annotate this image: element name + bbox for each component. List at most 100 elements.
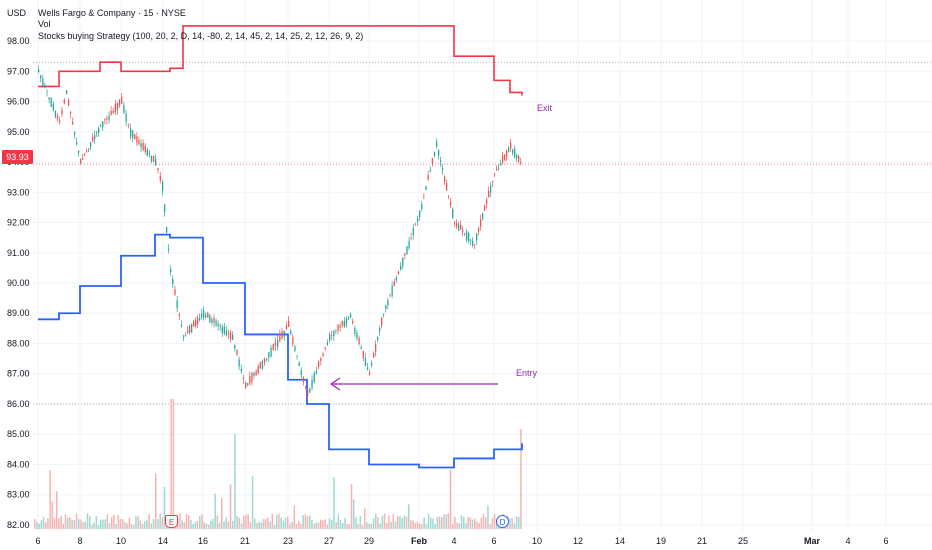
candle	[366, 367, 369, 370]
candle	[313, 373, 315, 383]
volume-bar	[317, 522, 320, 529]
volume-bar	[58, 518, 60, 529]
candle	[429, 170, 431, 172]
entry-annotation[interactable]: Entry	[516, 368, 538, 378]
candle	[112, 110, 114, 114]
volume-bar	[69, 517, 71, 529]
candle	[492, 181, 494, 183]
candle	[155, 159, 157, 166]
candle	[337, 324, 339, 331]
volume-bar	[185, 514, 188, 529]
candle	[193, 321, 195, 327]
candle	[402, 257, 404, 267]
candle	[427, 175, 429, 180]
candle	[421, 203, 423, 209]
volume-bar	[42, 517, 45, 529]
x-tick-label: 21	[240, 536, 250, 546]
candle	[63, 99, 65, 104]
candle	[172, 279, 174, 285]
volume-bar	[243, 515, 245, 529]
candle	[166, 227, 168, 233]
volume-bar	[225, 517, 227, 529]
x-tick-label: 25	[738, 536, 748, 546]
candle	[104, 119, 106, 121]
candle	[277, 340, 279, 347]
candle	[215, 320, 217, 326]
candle	[425, 186, 427, 191]
volume-bar	[441, 517, 443, 529]
symbol-title[interactable]: Wells Fargo & Company · 15 · NYSE	[38, 8, 186, 18]
volume-bar	[258, 522, 260, 529]
candle	[364, 357, 367, 366]
volume-bar	[254, 518, 256, 529]
candle	[90, 142, 92, 148]
candle	[347, 317, 350, 319]
dividend-event-icon[interactable]: D	[496, 515, 509, 528]
volume-bar	[163, 486, 166, 529]
volume-bar	[62, 524, 65, 529]
candle	[373, 353, 375, 358]
x-tick-label: 16	[198, 536, 208, 546]
candle	[360, 347, 362, 349]
candle	[352, 321, 354, 324]
volume-bar	[377, 517, 379, 529]
candle	[251, 372, 253, 382]
candle	[369, 372, 371, 375]
candle	[494, 174, 496, 176]
volume-bar	[82, 522, 84, 529]
volume-bar	[423, 517, 425, 529]
candle	[164, 204, 166, 213]
volume-bar	[383, 513, 386, 529]
candle	[159, 175, 161, 181]
volume-bar	[289, 523, 291, 529]
x-tick-label: Mar	[804, 536, 821, 546]
strategy-indicator-label[interactable]: Stocks buying Strategy (100, 20, 2, D, 1…	[38, 31, 364, 41]
candle	[253, 372, 255, 376]
candle	[404, 253, 406, 256]
exit-annotation[interactable]: Exit	[537, 103, 553, 113]
volume-bar	[148, 514, 150, 529]
volume-bar	[375, 513, 377, 529]
x-tick-label: 6	[883, 536, 888, 546]
candle	[138, 140, 140, 145]
volume-bar	[515, 516, 518, 529]
candle	[410, 237, 412, 239]
volume-bar	[471, 519, 474, 529]
candle	[272, 344, 274, 351]
volume-bar	[311, 519, 313, 529]
candle	[440, 160, 442, 162]
candle	[311, 379, 313, 389]
volume-bar	[232, 520, 234, 529]
candle	[221, 326, 223, 334]
volume-indicator-label[interactable]: Vol	[38, 19, 51, 29]
candle	[470, 240, 472, 242]
candle	[56, 115, 59, 120]
candle	[225, 330, 228, 336]
candle	[419, 210, 421, 218]
volume-bar	[326, 524, 329, 529]
candle	[209, 314, 211, 323]
y-tick-label: 82.00	[7, 520, 30, 530]
candle	[68, 100, 70, 106]
earnings-event-icon[interactable]: E	[165, 515, 178, 528]
y-tick-label: 97.00	[7, 66, 30, 76]
volume-bar	[309, 515, 311, 529]
volume-bar	[229, 484, 232, 529]
volume-bar	[124, 522, 126, 529]
x-tick-label: 8	[77, 536, 82, 546]
candle	[176, 300, 178, 309]
candle	[279, 333, 281, 342]
volume-bar	[93, 522, 95, 529]
candle	[431, 158, 434, 165]
candle	[236, 349, 238, 355]
candle	[170, 269, 172, 273]
x-tick-label: 4	[845, 536, 850, 546]
volume-bar	[95, 516, 98, 529]
candle	[387, 300, 389, 306]
candle	[356, 332, 358, 339]
volume-bar	[49, 470, 51, 529]
volume-bar	[480, 517, 483, 529]
y-tick-label: 83.00	[7, 490, 30, 500]
